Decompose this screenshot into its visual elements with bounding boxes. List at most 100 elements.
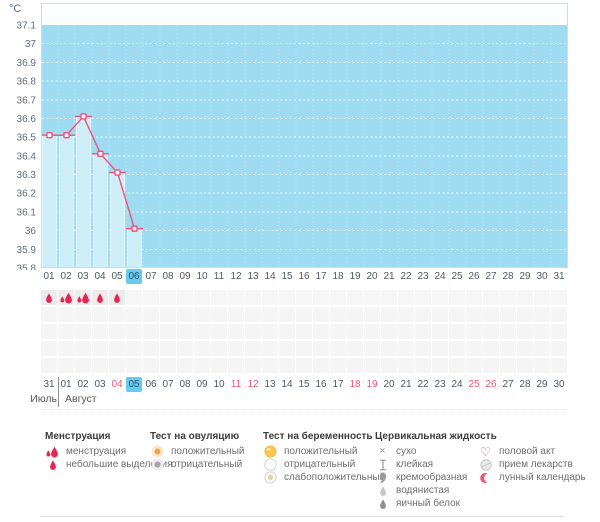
calendar-date-cell[interactable]: 20 [383, 379, 395, 390]
tracking-cell[interactable] [41, 341, 57, 356]
tracking-cell[interactable] [211, 324, 227, 339]
tracking-cell[interactable] [211, 341, 227, 356]
tracking-cell[interactable] [364, 341, 380, 356]
cycle-day-cell[interactable]: 21 [383, 271, 395, 282]
tracking-cell[interactable] [432, 324, 448, 339]
tracking-cell[interactable] [279, 290, 295, 305]
calendar-date-cell[interactable]: 28 [519, 379, 531, 390]
cycle-day-cell[interactable]: 06 [126, 269, 142, 284]
tracking-cell[interactable] [109, 307, 125, 322]
tracking-cell[interactable] [347, 341, 363, 356]
tracking-cell[interactable] [41, 307, 57, 322]
tracking-cell[interactable] [228, 358, 244, 373]
tracking-cell[interactable] [449, 358, 465, 373]
calendar-date-cell[interactable]: 23 [434, 379, 446, 390]
tracking-cell[interactable] [483, 358, 499, 373]
cycle-day-cell[interactable]: 22 [400, 271, 412, 282]
calendar-date-cell[interactable]: 31 [43, 379, 55, 390]
tracking-cell[interactable] [483, 341, 499, 356]
cycle-day-cell[interactable]: 04 [94, 271, 106, 282]
tracking-cell[interactable] [245, 358, 261, 373]
tracking-cell[interactable] [126, 324, 142, 339]
cycle-day-cell[interactable]: 03 [77, 271, 89, 282]
tracking-cell[interactable] [279, 358, 295, 373]
tracking-cell[interactable] [245, 341, 261, 356]
tracking-cell[interactable] [143, 324, 159, 339]
tracking-cell[interactable] [381, 290, 397, 305]
tracking-cell[interactable] [109, 341, 125, 356]
tracking-cell[interactable] [551, 290, 567, 305]
menstruation-cell[interactable] [58, 290, 74, 305]
calendar-date-cell[interactable]: 11 [230, 379, 242, 390]
tracking-cell[interactable] [381, 307, 397, 322]
cycle-day-cell[interactable]: 16 [298, 271, 310, 282]
tracking-cell[interactable] [75, 307, 91, 322]
tracking-cell[interactable] [347, 324, 363, 339]
calendar-date-cell[interactable]: 06 [145, 379, 157, 390]
tracking-cell[interactable] [75, 358, 91, 373]
tracking-cell[interactable] [330, 307, 346, 322]
tracking-cell[interactable] [126, 341, 142, 356]
tracking-cell[interactable] [41, 324, 57, 339]
cycle-day-cell[interactable]: 30 [536, 271, 548, 282]
tracking-cell[interactable] [466, 324, 482, 339]
tracking-cell[interactable] [194, 324, 210, 339]
tracking-cell[interactable] [432, 307, 448, 322]
cycle-day-cell[interactable]: 27 [485, 271, 497, 282]
tracking-cell[interactable] [194, 358, 210, 373]
calendar-date-cell[interactable]: 13 [264, 379, 276, 390]
tracking-cell[interactable] [296, 324, 312, 339]
tracking-cell[interactable] [415, 324, 431, 339]
tracking-cell[interactable] [432, 358, 448, 373]
tracking-cell[interactable] [177, 324, 193, 339]
tracking-cell[interactable] [313, 324, 329, 339]
tracking-cell[interactable] [534, 358, 550, 373]
tracking-cell[interactable] [483, 290, 499, 305]
cycle-day-cell[interactable]: 10 [196, 271, 208, 282]
tracking-cell[interactable] [194, 290, 210, 305]
tracking-cell[interactable] [160, 324, 176, 339]
tracking-cell[interactable] [432, 290, 448, 305]
tracking-cell[interactable] [483, 324, 499, 339]
calendar-date-cell[interactable]: 18 [349, 379, 361, 390]
tracking-cell[interactable] [364, 290, 380, 305]
tracking-cell[interactable] [398, 341, 414, 356]
cycle-day-cell[interactable]: 29 [519, 271, 531, 282]
tracking-cell[interactable] [75, 324, 91, 339]
tracking-cell[interactable] [449, 341, 465, 356]
calendar-date-cell[interactable]: 24 [451, 379, 463, 390]
tracking-cell[interactable] [551, 341, 567, 356]
tracking-cell[interactable] [466, 290, 482, 305]
tracking-cell[interactable] [262, 341, 278, 356]
cycle-day-cell[interactable]: 17 [315, 271, 327, 282]
tracking-cell[interactable] [92, 307, 108, 322]
cycle-day-cell[interactable]: 13 [247, 271, 259, 282]
tracking-cell[interactable] [517, 358, 533, 373]
tracking-cell[interactable] [58, 341, 74, 356]
tracking-cell[interactable] [109, 324, 125, 339]
tracking-cell[interactable] [313, 290, 329, 305]
tracking-cell[interactable] [126, 290, 142, 305]
tracking-cell[interactable] [500, 307, 516, 322]
cycle-day-cell[interactable]: 12 [230, 271, 242, 282]
cycle-day-cell[interactable]: 24 [434, 271, 446, 282]
tracking-cell[interactable] [500, 341, 516, 356]
tracking-cell[interactable] [500, 358, 516, 373]
tracking-cell[interactable] [58, 307, 74, 322]
tracking-cell[interactable] [364, 358, 380, 373]
calendar-date-cell[interactable]: 30 [553, 379, 565, 390]
calendar-date-cell[interactable]: 03 [94, 379, 106, 390]
tracking-cell[interactable] [228, 307, 244, 322]
tracking-cell[interactable] [415, 341, 431, 356]
tracking-cell[interactable] [160, 290, 176, 305]
tracking-cell[interactable] [245, 290, 261, 305]
tracking-cell[interactable] [415, 307, 431, 322]
tracking-cell[interactable] [194, 341, 210, 356]
cycle-day-cell[interactable]: 31 [553, 271, 565, 282]
tracking-cell[interactable] [517, 307, 533, 322]
tracking-cell[interactable] [296, 307, 312, 322]
tracking-cell[interactable] [109, 358, 125, 373]
cycle-day-cell[interactable]: 23 [417, 271, 429, 282]
tracking-cell[interactable] [347, 358, 363, 373]
cycle-day-cell[interactable]: 20 [366, 271, 378, 282]
